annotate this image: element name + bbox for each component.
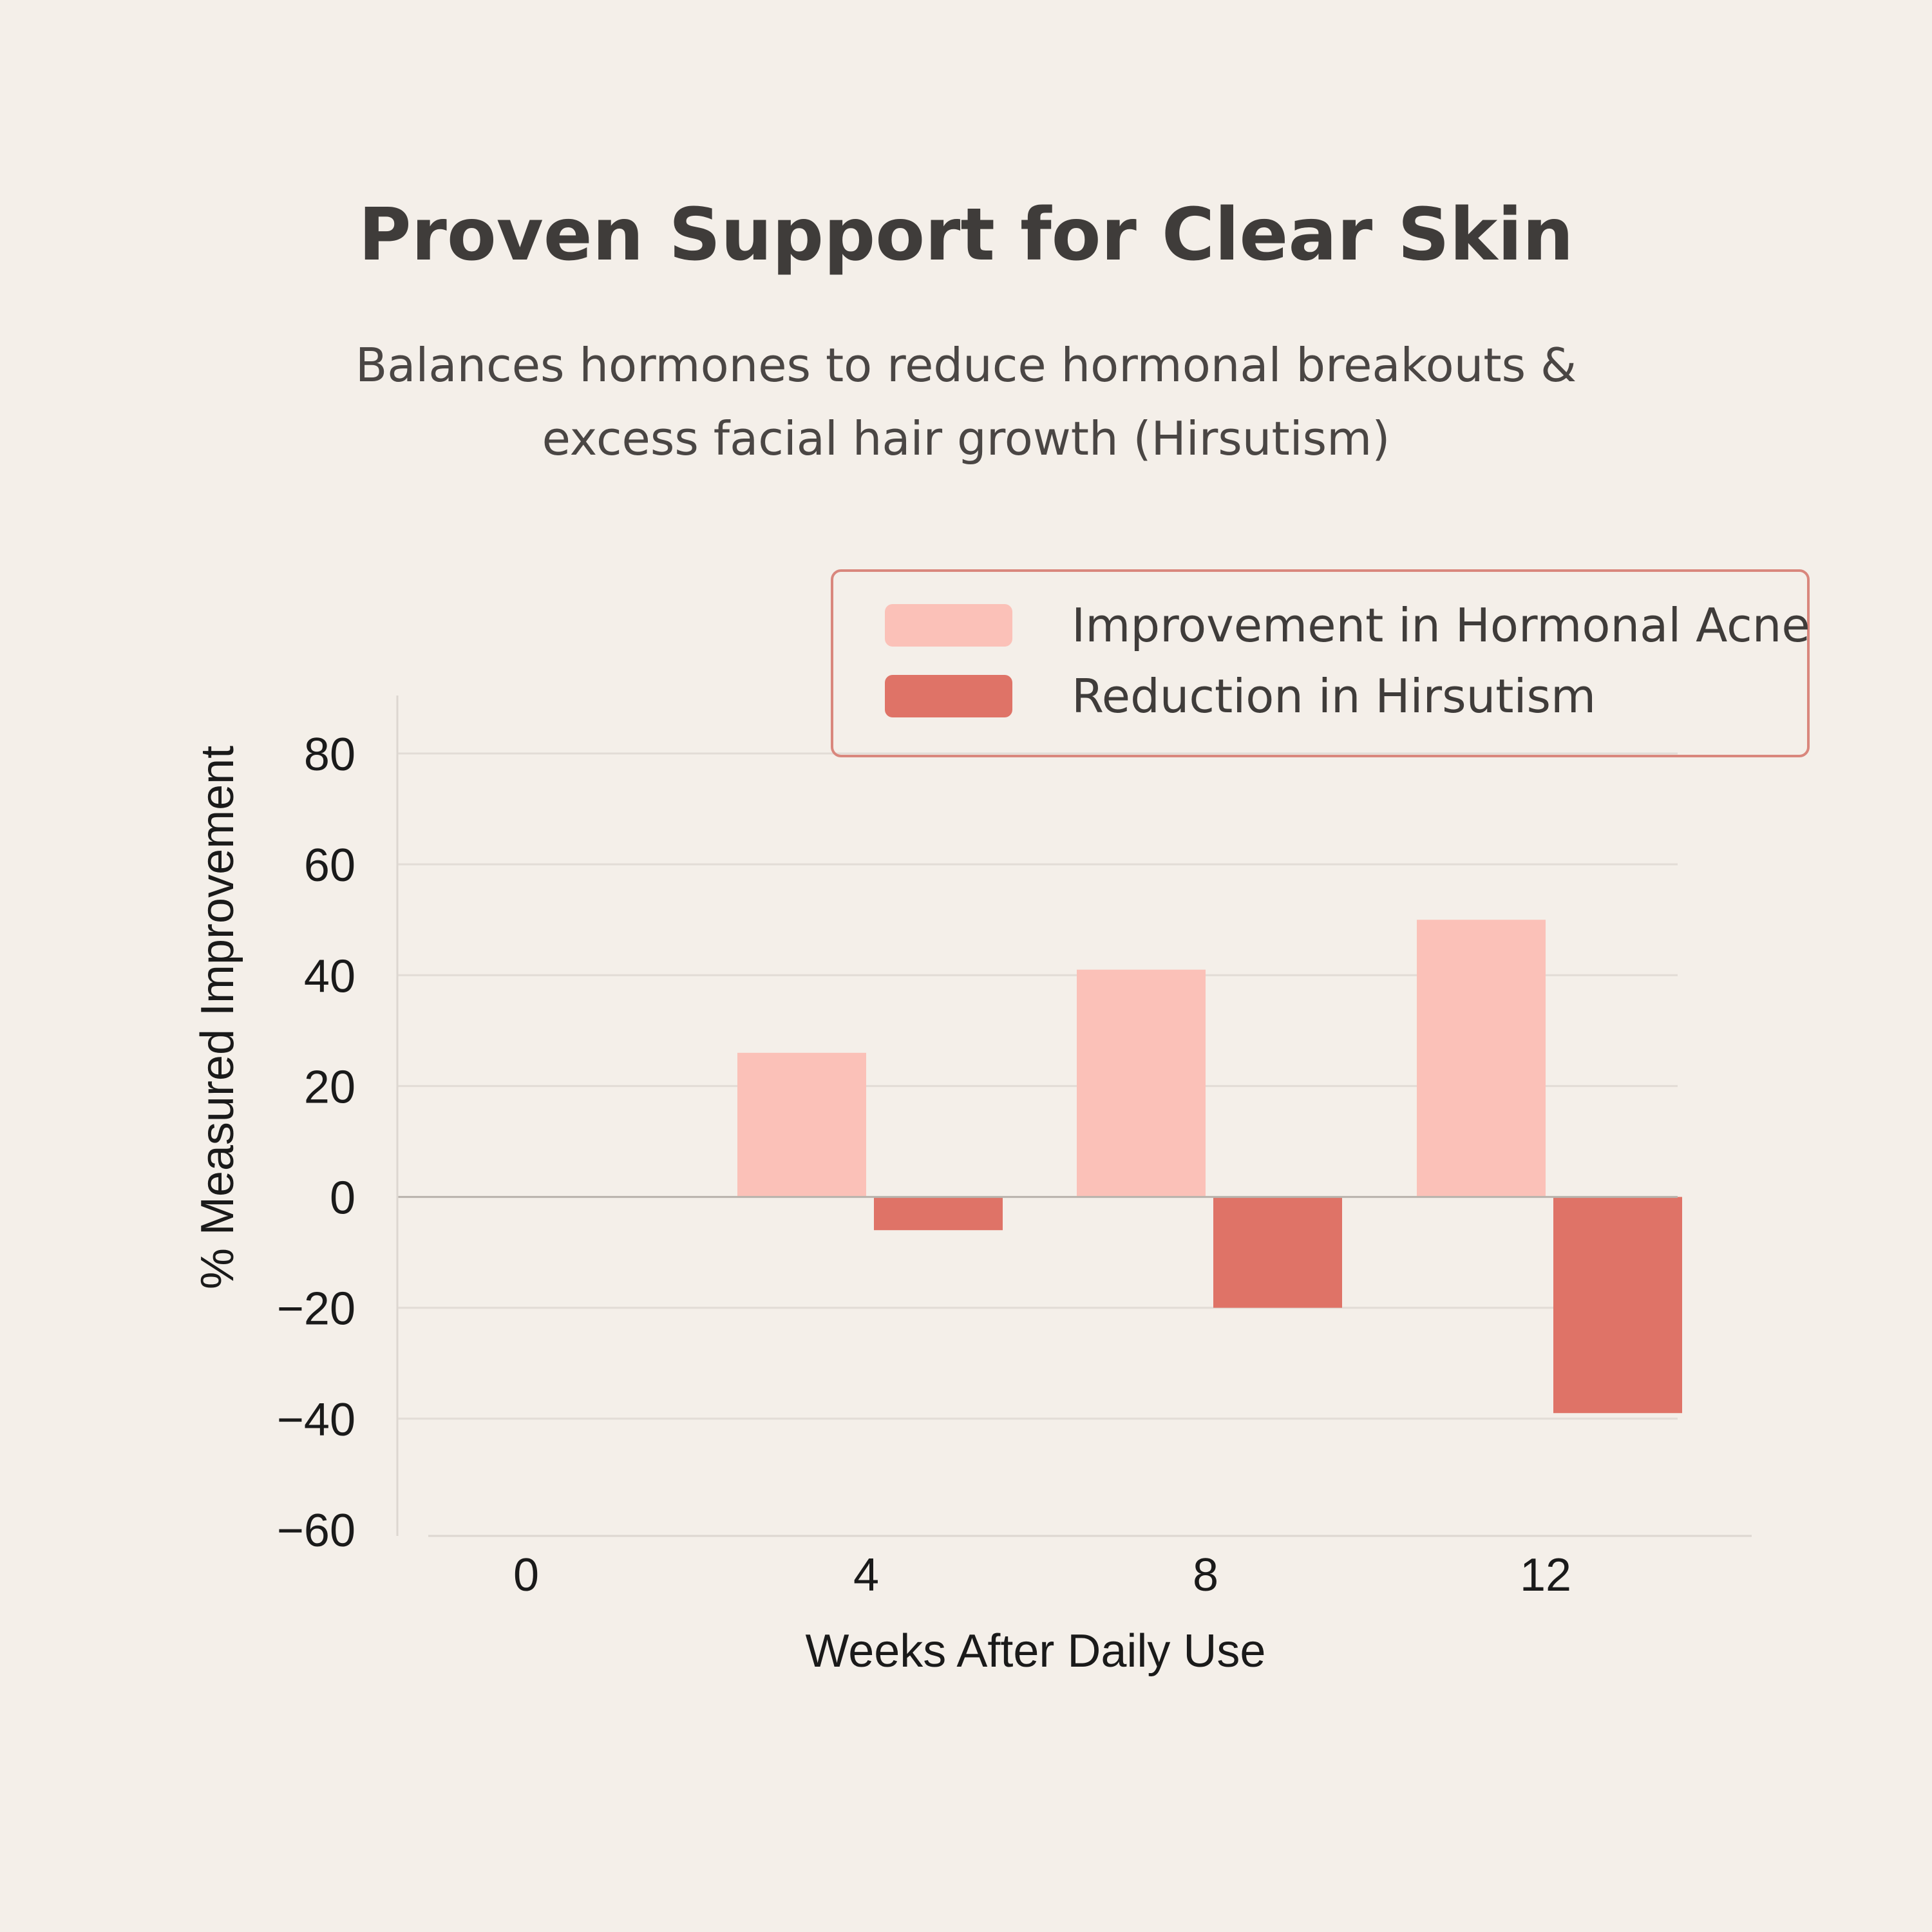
x-tick-label: 8 <box>1193 1549 1218 1601</box>
y-tick-label: −40 <box>277 1394 355 1446</box>
legend-swatch-hirsutism <box>885 675 1012 717</box>
bar-hirsutism-week-12 <box>1553 1197 1682 1414</box>
x-tick-label: 4 <box>853 1549 879 1601</box>
x-tick-label: 12 <box>1520 1549 1571 1601</box>
bar-acne-week-8 <box>1077 969 1206 1197</box>
y-tick-label: −60 <box>277 1505 355 1557</box>
chart-legend: Improvement in Hormonal Acne Reduction i… <box>831 569 1810 757</box>
chart-title: Proven Support for Clear Skin <box>358 193 1574 277</box>
x-axis-label: Weeks After Daily Use <box>806 1625 1266 1677</box>
y-tick-label: 60 <box>304 840 355 891</box>
y-tick-label: 80 <box>304 729 355 781</box>
legend-swatch-acne <box>885 604 1012 647</box>
subtitle-line-1: Balances hormones to reduce hormonal bre… <box>355 338 1577 392</box>
bar-hirsutism-week-4 <box>874 1197 1003 1231</box>
legend-label-hirsutism: Reduction in Hirsutism <box>1072 669 1596 723</box>
bars <box>737 920 1682 1414</box>
chart-subtitle: Balances hormones to reduce hormonal bre… <box>0 328 1932 475</box>
bar-acne-week-4 <box>737 1052 866 1197</box>
y-tick-label: −20 <box>277 1283 355 1335</box>
legend-item-acne: Improvement in Hormonal Acne <box>885 598 1810 652</box>
y-tick-label: 40 <box>304 951 355 1002</box>
x-tick-label: 0 <box>513 1549 539 1601</box>
tick-labels: 80 60 40 20 0 −20 −40 −60 0 4 8 12 <box>277 729 1571 1601</box>
subtitle-line-2: excess facial hair growth (Hirsutism) <box>542 412 1390 466</box>
y-axis-label: % Measured Improvement <box>192 746 243 1289</box>
bar-acne-week-12 <box>1417 920 1546 1197</box>
bar-hirsutism-week-8 <box>1213 1197 1342 1308</box>
legend-label-acne: Improvement in Hormonal Acne <box>1072 598 1810 652</box>
legend-item-hirsutism: Reduction in Hirsutism <box>885 669 1596 723</box>
axes <box>396 696 1752 1537</box>
y-tick-label: 0 <box>330 1173 355 1224</box>
y-tick-label: 20 <box>304 1061 355 1113</box>
